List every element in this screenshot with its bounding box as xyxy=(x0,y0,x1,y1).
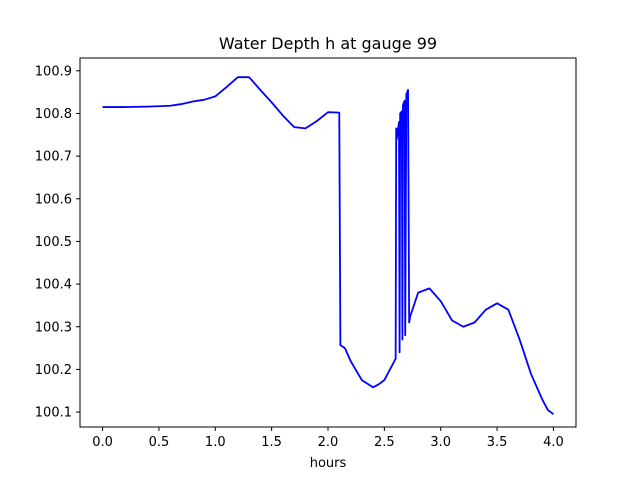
x-tick-label: 3.5 xyxy=(487,435,508,450)
y-tick-label: 100.9 xyxy=(35,64,72,79)
y-tick-label: 100.6 xyxy=(35,192,72,207)
x-tick-label: 3.0 xyxy=(430,435,451,450)
y-tick-label: 100.7 xyxy=(35,150,72,165)
y-tick-label: 100.5 xyxy=(35,235,72,250)
y-tick-label: 100.1 xyxy=(35,406,72,421)
y-tick-label: 100.3 xyxy=(35,320,72,335)
x-axis-label: hours xyxy=(310,456,347,471)
x-tick-label: 1.5 xyxy=(261,435,282,450)
x-tick-label: 4.0 xyxy=(543,435,564,450)
y-axis: 100.1 100.2 100.3 100.4 100.5 100.6 100.7 100.8… xyxy=(35,64,80,421)
x-axis: 0.0 0.5 1.0 1.5 2.0 2.5 3.0 3.5 4.0 xyxy=(92,427,564,450)
series-layer xyxy=(102,76,554,415)
x-tick-label: 2.0 xyxy=(318,435,339,450)
x-tick-label: 1.0 xyxy=(205,435,226,450)
x-tick-label: 2.5 xyxy=(374,435,395,450)
plot-area xyxy=(79,57,577,428)
y-tick-label: 100.2 xyxy=(35,363,72,378)
chart-title: Water Depth h at gauge 99 xyxy=(219,34,437,53)
x-tick-label: 0.5 xyxy=(149,435,170,450)
x-tick-label: 0.0 xyxy=(92,435,113,450)
y-tick-label: 100.8 xyxy=(35,107,72,122)
y-tick-label: 100.4 xyxy=(35,278,72,293)
series-line-0 xyxy=(102,76,554,415)
